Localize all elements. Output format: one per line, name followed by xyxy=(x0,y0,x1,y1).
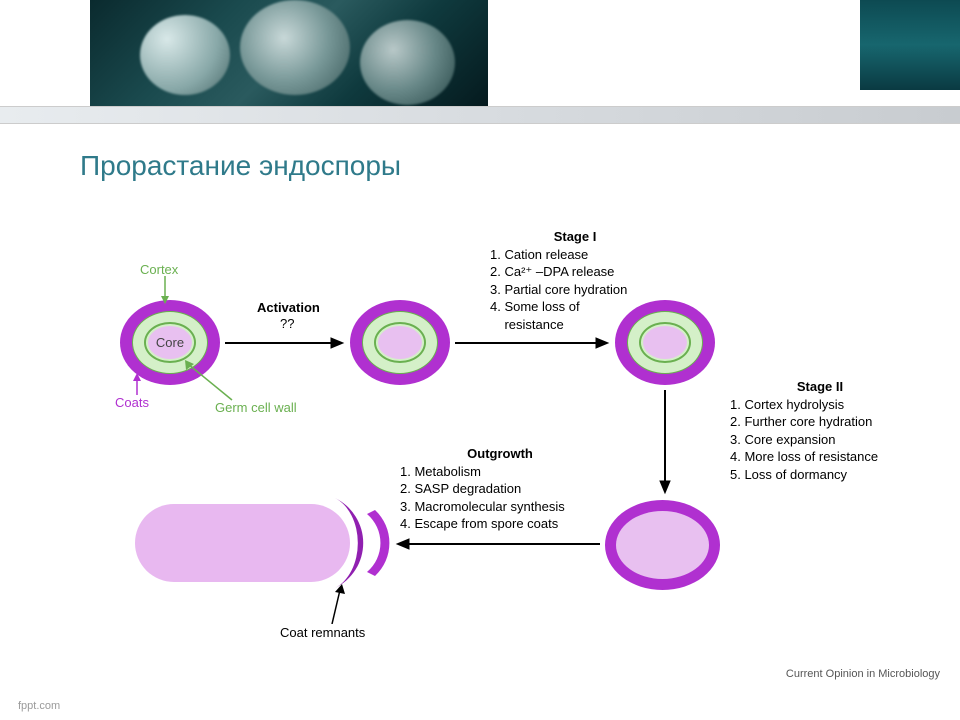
arrow-4 xyxy=(395,537,600,551)
spore-4 xyxy=(605,500,720,590)
arrow-3 xyxy=(658,390,672,495)
cortex-pointer xyxy=(155,276,175,306)
gcw-pointer xyxy=(180,358,240,403)
cortex-label: Cortex xyxy=(140,262,178,277)
coats-label: Coats xyxy=(115,395,149,410)
core-label: Core xyxy=(156,335,184,350)
arrow-2 xyxy=(455,336,610,350)
stage2-text: Stage II 1. Cortex hydrolysis 2. Further… xyxy=(730,378,910,483)
slide-title: Прорастание эндоспоры xyxy=(80,150,401,182)
outgrowth-item-2: 2. SASP degradation xyxy=(400,480,600,498)
vegetative-cell xyxy=(135,490,390,605)
coat-remnants-pointer xyxy=(320,582,350,624)
stage1-item-5: resistance xyxy=(490,316,660,334)
outgrowth-item-1: 1. Metabolism xyxy=(400,463,600,481)
stage2-item-4: 4. More loss of resistance xyxy=(730,448,910,466)
outgrowth-title: Outgrowth xyxy=(400,445,600,463)
header-stripe xyxy=(0,106,960,124)
coats-pointer xyxy=(130,373,150,395)
stage2-item-3: 3. Core expansion xyxy=(730,431,910,449)
outgrowth-item-3: 3. Macromolecular synthesis xyxy=(400,498,600,516)
stage2-item-2: 2. Further core hydration xyxy=(730,413,910,431)
stage2-title: Stage II xyxy=(730,378,910,396)
spore-2 xyxy=(350,300,450,385)
header-image xyxy=(90,0,488,106)
coat-remnants-label: Coat remnants xyxy=(280,625,365,640)
stage1-item-2: 2. Ca²⁺ –DPA release xyxy=(490,263,660,281)
stage1-item-4: 4. Some loss of xyxy=(490,298,660,316)
arrow-1 xyxy=(225,336,345,350)
diagram-canvas: Core xyxy=(60,210,900,670)
stage1-title: Stage I xyxy=(490,228,660,246)
stage2-item-5: 5. Loss of dormancy xyxy=(730,466,910,484)
activation-label: Activation xyxy=(257,300,320,315)
footer-credit: Current Opinion in Microbiology xyxy=(786,668,940,680)
stage1-item-1: 1. Cation release xyxy=(490,246,660,264)
outgrowth-text: Outgrowth 1. Metabolism 2. SASP degradat… xyxy=(400,445,600,533)
outgrowth-item-4: 4. Escape from spore coats xyxy=(400,515,600,533)
stage1-text: Stage I 1. Cation release 2. Ca²⁺ –DPA r… xyxy=(490,228,660,333)
activation-q: ?? xyxy=(280,316,294,331)
stage1-item-3: 3. Partial core hydration xyxy=(490,281,660,299)
stage2-item-1: 1. Cortex hydrolysis xyxy=(730,396,910,414)
header-accent xyxy=(860,0,960,90)
footer-watermark: fppt.com xyxy=(18,700,60,712)
